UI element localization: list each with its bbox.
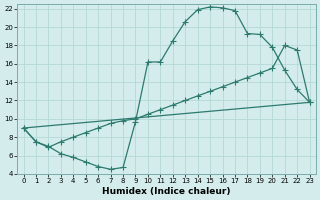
X-axis label: Humidex (Indice chaleur): Humidex (Indice chaleur): [102, 187, 231, 196]
